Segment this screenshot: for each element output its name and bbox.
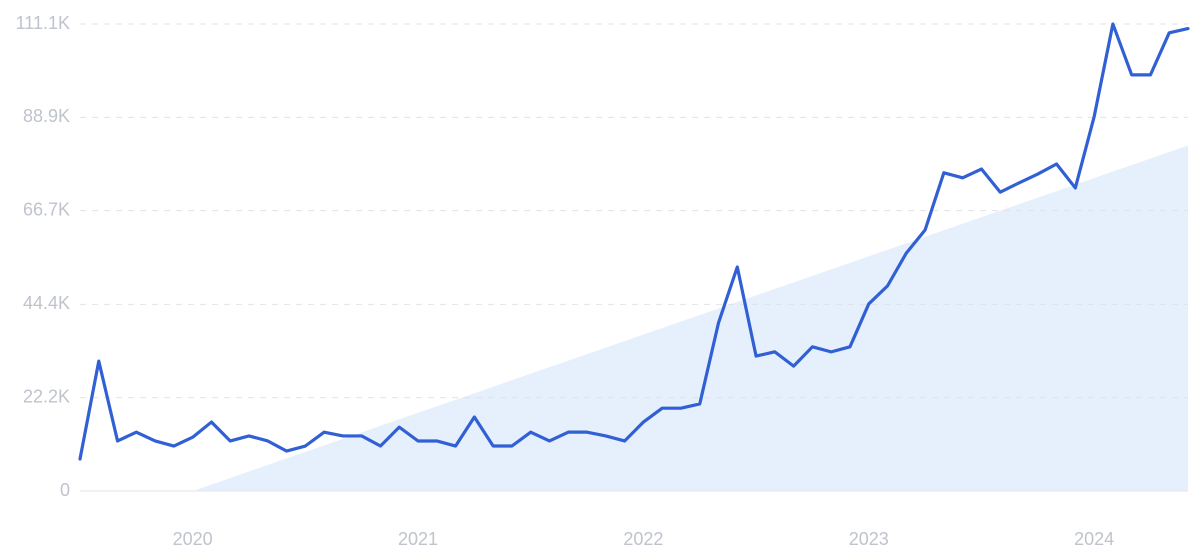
y-tick-label: 111.1K xyxy=(16,13,70,33)
y-tick-label: 66.7K xyxy=(23,199,70,219)
trend-area xyxy=(192,145,1188,491)
y-tick-label: 22.2K xyxy=(23,386,70,406)
data-line xyxy=(78,22,1190,461)
y-tick-label: 88.9K xyxy=(23,106,70,126)
y-tick-label: 44.4K xyxy=(23,293,70,313)
x-tick-label: 2020 xyxy=(173,529,213,549)
x-tick-label: 2023 xyxy=(849,529,889,549)
y-tick-label: 0 xyxy=(60,480,70,500)
x-tick-label: 2022 xyxy=(623,529,663,549)
x-tick-label: 2021 xyxy=(398,529,438,549)
x-tick-label: 2024 xyxy=(1074,529,1114,549)
